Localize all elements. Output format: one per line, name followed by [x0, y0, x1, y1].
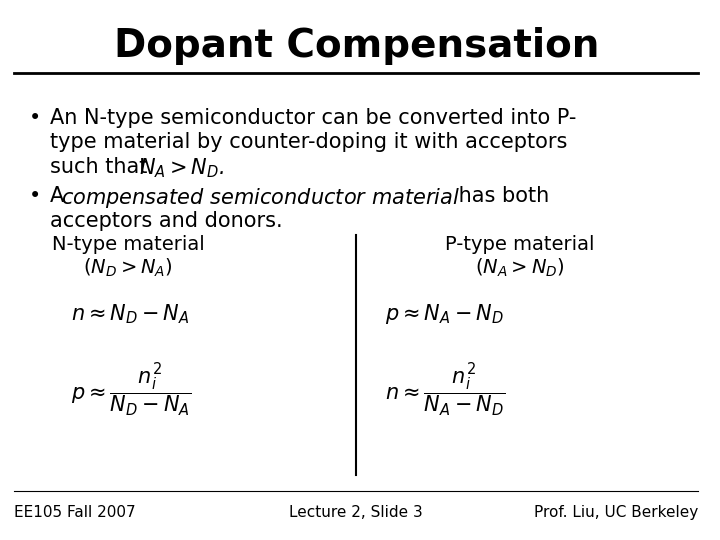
Text: •: • [29, 108, 41, 128]
Text: has both: has both [452, 186, 550, 206]
Text: •: • [29, 186, 41, 206]
Text: Lecture 2, Slide 3: Lecture 2, Slide 3 [289, 505, 423, 520]
Text: $\mathit{compensated\ semiconductor\ material}$: $\mathit{compensated\ semiconductor\ mat… [60, 186, 460, 210]
Text: P-type material: P-type material [446, 235, 595, 254]
Text: EE105 Fall 2007: EE105 Fall 2007 [14, 505, 136, 520]
Text: $n \approx N_D - N_A$: $n \approx N_D - N_A$ [71, 302, 190, 326]
Text: type material by counter-doping it with acceptors: type material by counter-doping it with … [50, 132, 567, 152]
Text: An N-type semiconductor can be converted into P-: An N-type semiconductor can be converted… [50, 108, 576, 128]
Text: $N_A > N_D$.: $N_A > N_D$. [139, 157, 224, 180]
Text: $(N_D > N_A)$: $(N_D > N_A)$ [84, 256, 173, 279]
Text: $n \approx \dfrac{n_i^2}{N_A - N_D}$: $n \approx \dfrac{n_i^2}{N_A - N_D}$ [384, 362, 505, 419]
Text: $p \approx N_A - N_D$: $p \approx N_A - N_D$ [384, 302, 504, 326]
Text: such that: such that [50, 157, 154, 177]
Text: acceptors and donors.: acceptors and donors. [50, 211, 282, 231]
Text: Prof. Liu, UC Berkeley: Prof. Liu, UC Berkeley [534, 505, 698, 520]
Text: $(N_A > N_D)$: $(N_A > N_D)$ [475, 256, 565, 279]
Text: Dopant Compensation: Dopant Compensation [114, 27, 599, 65]
Text: $p \approx \dfrac{n_i^2}{N_D - N_A}$: $p \approx \dfrac{n_i^2}{N_D - N_A}$ [71, 362, 192, 419]
Text: N-type material: N-type material [52, 235, 204, 254]
Text: A: A [50, 186, 71, 206]
